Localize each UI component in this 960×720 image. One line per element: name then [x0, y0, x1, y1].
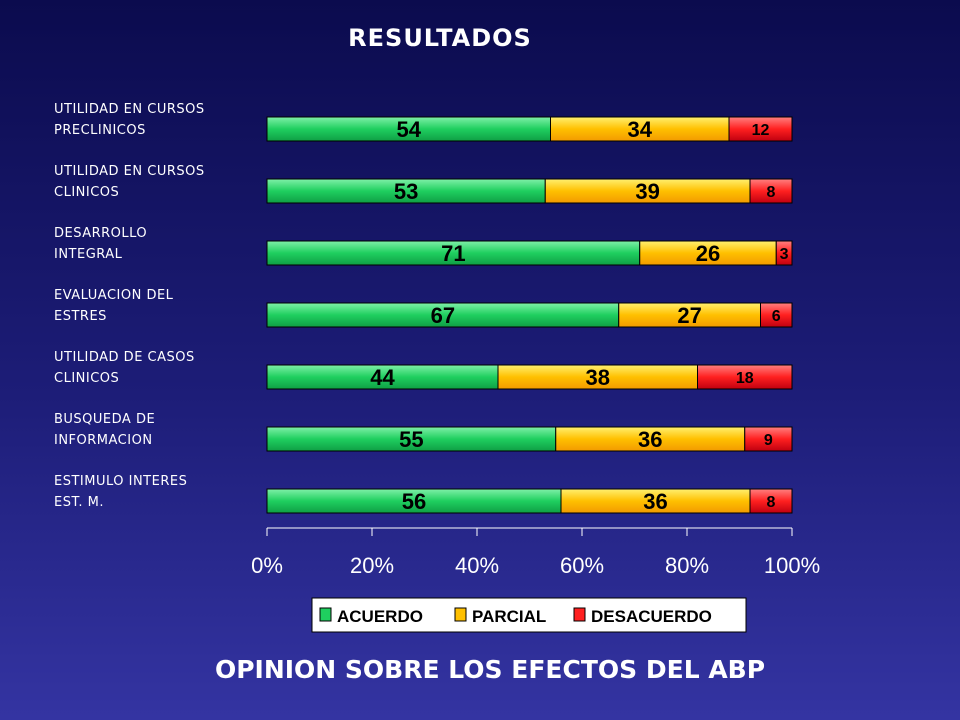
category-label: UTILIDAD EN CURSOS CLINICOS	[54, 164, 205, 200]
data-label: 71	[441, 241, 465, 266]
x-tick-label: 0%	[251, 553, 283, 578]
x-axis: 0% 20% 40% 60% 80% 100%	[251, 527, 820, 578]
bar-parcial	[639, 240, 777, 266]
bar-parcial	[618, 302, 761, 328]
bar-desacuerdo	[775, 240, 793, 266]
bar-parcial	[497, 364, 698, 390]
bar-parcial	[550, 116, 730, 142]
category-label: BUSQUEDA DE INFORMACION	[54, 412, 155, 448]
data-label: 53	[394, 179, 418, 204]
data-label: 56	[402, 489, 426, 514]
category-label-line: DESARROLLO	[54, 226, 147, 241]
category-label-line: CLINICOS	[54, 371, 119, 386]
category-label-line: UTILIDAD EN CURSOS	[54, 164, 205, 179]
category-label: ESTIMULO INTERES EST. M.	[54, 474, 187, 510]
data-label: 54	[397, 117, 422, 142]
data-label: 55	[399, 427, 423, 452]
x-tick-label: 60%	[560, 553, 604, 578]
x-tick-label: 80%	[665, 553, 709, 578]
category-label: UTILIDAD DE CASOS CLINICOS	[54, 350, 195, 386]
legend-box	[311, 597, 747, 633]
category-label-line: CLINICOS	[54, 185, 119, 200]
data-label: 6	[772, 308, 781, 325]
category-label-line: EST. M.	[54, 495, 104, 510]
legend-swatch	[454, 607, 467, 622]
category-label-line: EVALUACION DEL	[54, 288, 174, 303]
data-label: 18	[736, 370, 754, 387]
bars: 54 34 12 53 39 8 71 26 3 67 27 6 44 38 18 55 36 9 56 36 8	[266, 116, 793, 514]
category-label: EVALUACION DEL ESTRES	[54, 288, 174, 324]
data-label: 34	[628, 117, 653, 142]
bar-acuerdo	[266, 488, 562, 514]
data-label: 27	[677, 303, 701, 328]
category-label-line: ESTRES	[54, 309, 107, 324]
data-label: 9	[764, 432, 773, 449]
data-label: 8	[767, 184, 776, 201]
chart-caption: OPINION SOBRE LOS EFECTOS DEL ABP	[214, 655, 766, 684]
category-label-line: PRECLINICOS	[54, 123, 146, 138]
legend-swatch	[319, 607, 332, 622]
bar-acuerdo	[266, 116, 551, 142]
data-label: 36	[643, 489, 667, 514]
legend-label: DESACUERDO	[591, 607, 712, 626]
category-label-line: INFORMACION	[54, 433, 153, 448]
category-label-line: BUSQUEDA DE	[54, 412, 155, 427]
x-tick-label: 40%	[455, 553, 499, 578]
slide-title: RESULTADOS	[348, 24, 532, 52]
data-label: 3	[780, 246, 789, 263]
bar-desacuerdo	[697, 364, 793, 390]
bar-desacuerdo	[744, 426, 793, 452]
bar-parcial	[544, 178, 751, 204]
legend-swatch	[573, 607, 586, 622]
bar-acuerdo	[266, 302, 620, 328]
category-label-line: ESTIMULO INTERES	[54, 474, 187, 489]
bar-desacuerdo	[749, 178, 793, 204]
category-label-line: INTEGRAL	[54, 247, 123, 262]
category-label: UTILIDAD EN CURSOS PRECLINICOS	[54, 102, 205, 138]
data-label: 39	[635, 179, 659, 204]
legend: ACUERDO PARCIAL DESACUERDO	[311, 597, 747, 633]
x-tick-label: 20%	[350, 553, 394, 578]
data-label: 38	[586, 365, 610, 390]
data-label: 8	[767, 494, 776, 511]
data-label: 44	[370, 365, 395, 390]
legend-label: PARCIAL	[472, 607, 546, 626]
data-label: 36	[638, 427, 662, 452]
category-label-line: UTILIDAD EN CURSOS	[54, 102, 205, 117]
data-label: 26	[696, 241, 720, 266]
category-label-line: UTILIDAD DE CASOS	[54, 350, 195, 365]
data-label: 12	[752, 122, 770, 139]
bar-desacuerdo	[760, 302, 793, 328]
bar-desacuerdo	[728, 116, 793, 142]
data-label: 67	[431, 303, 455, 328]
category-label: DESARROLLO INTEGRAL	[54, 226, 147, 262]
x-tick-label: 100%	[764, 553, 820, 578]
bar-acuerdo	[266, 364, 499, 390]
bar-desacuerdo	[749, 488, 793, 514]
legend-label: ACUERDO	[337, 607, 423, 626]
bar-acuerdo	[266, 178, 546, 204]
